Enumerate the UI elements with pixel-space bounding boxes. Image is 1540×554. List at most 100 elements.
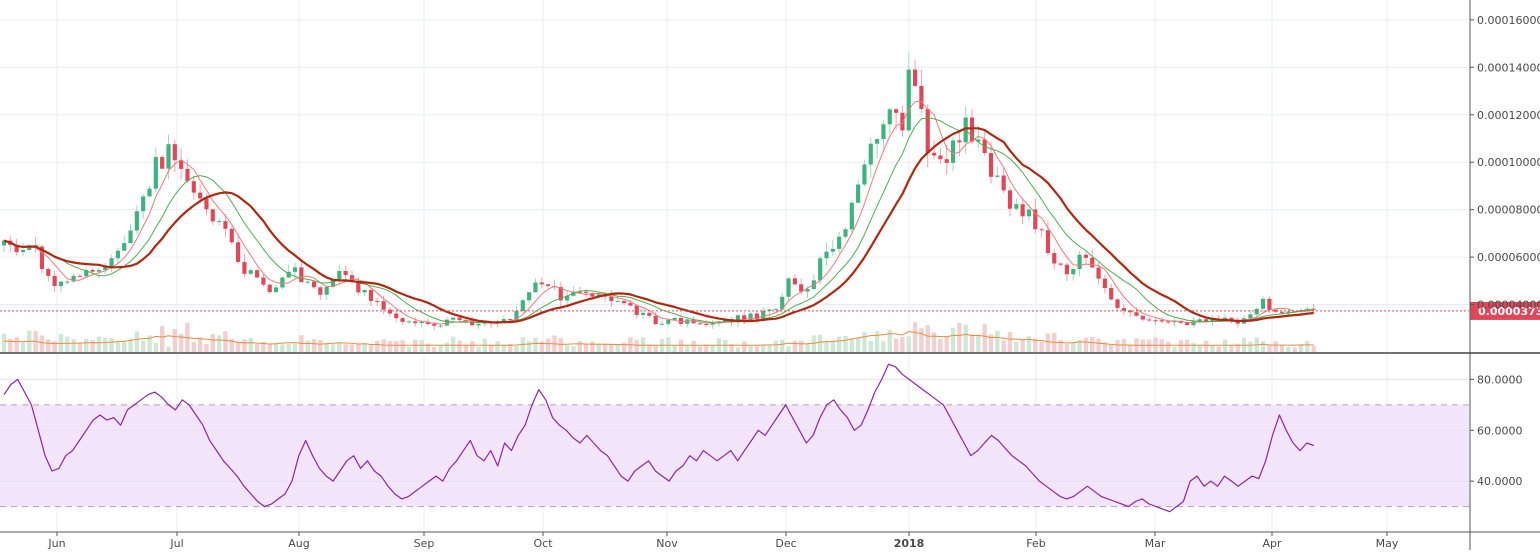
volume-bar	[273, 343, 279, 352]
candle-body	[1121, 308, 1126, 311]
rsi-line	[3, 363, 1314, 513]
candle-body	[115, 250, 120, 259]
candle-body	[546, 284, 551, 287]
volume-bar	[685, 345, 690, 352]
candle-body	[375, 301, 380, 303]
volume-bar	[1165, 341, 1171, 352]
volume-bar	[134, 331, 140, 352]
candle-body	[1083, 254, 1088, 258]
volume-bar	[413, 339, 418, 352]
volume-bar	[906, 336, 911, 352]
rsi-y-tick-label: 40.0000	[1477, 475, 1523, 488]
volume-bar	[305, 340, 310, 352]
volume-bar	[39, 335, 45, 352]
volume-bar	[14, 337, 19, 352]
candle-body	[1204, 319, 1209, 322]
volume-bar	[1090, 336, 1095, 352]
volume-bar	[1279, 344, 1285, 352]
candle-body	[1052, 253, 1057, 264]
volume-bar	[969, 335, 975, 352]
volume-bar	[1286, 346, 1291, 352]
volume-bar	[286, 344, 291, 352]
volume-bar	[817, 334, 823, 352]
volume-bar	[1210, 345, 1215, 352]
volume-bar	[235, 342, 241, 352]
candle-body	[400, 318, 405, 322]
volume-bar	[558, 338, 563, 352]
volume-bar	[976, 335, 981, 352]
volume-bar	[988, 334, 994, 352]
volume-bar	[533, 337, 538, 352]
candle-body	[172, 144, 177, 161]
candle-body	[640, 312, 646, 315]
volume-bar	[330, 344, 336, 352]
x-tick-label: Aug	[288, 537, 309, 550]
volume-bar	[197, 337, 203, 352]
candle-body	[653, 315, 658, 325]
volume-bar	[1102, 342, 1108, 352]
volume-bar	[596, 344, 601, 352]
volume-bar	[615, 344, 620, 352]
volume-bar	[1014, 341, 1019, 352]
ma-layer	[3, 101, 1314, 325]
volume-bar	[52, 340, 57, 352]
candle-body	[229, 228, 234, 243]
x-tick-label: Jun	[47, 537, 65, 550]
volume-bar	[912, 322, 918, 352]
candle-body	[242, 261, 247, 274]
volume-bar	[1140, 339, 1146, 352]
candle-body	[1140, 315, 1145, 320]
volume-bar	[1064, 343, 1070, 352]
volume-bar	[1311, 345, 1316, 352]
volume-bar	[666, 337, 671, 352]
volume-bar	[539, 341, 545, 352]
candle-body	[685, 319, 690, 324]
volume-bar	[1071, 341, 1076, 352]
volume-bar	[476, 346, 481, 352]
volume-bar	[20, 342, 26, 352]
price-y-tick-label: 0.00012000	[1477, 109, 1540, 122]
candle-body	[881, 124, 886, 140]
candle-body	[20, 250, 26, 253]
candle-body	[470, 321, 475, 326]
candle-body	[1109, 288, 1114, 300]
volume-bar	[1, 333, 7, 352]
volume-bar	[444, 342, 450, 352]
volume-bar	[153, 342, 159, 352]
volume-bar	[280, 344, 285, 352]
volume-bar	[463, 344, 469, 352]
x-tick-label: Apr	[1262, 537, 1282, 550]
candle-body	[508, 319, 513, 321]
volume-bar	[609, 343, 614, 352]
candle-body	[109, 258, 114, 268]
last-price-label: 0.00003731	[1478, 305, 1540, 318]
price-grid	[0, 0, 1469, 352]
rsi-layer	[3, 363, 1314, 513]
volume-bar	[723, 339, 728, 352]
candle-body	[1210, 318, 1215, 322]
volume-bar	[836, 336, 842, 352]
volume-bar	[159, 326, 165, 352]
volume-bar	[893, 338, 899, 352]
candle-body	[995, 175, 1000, 177]
candle-body	[330, 279, 336, 287]
volume-bar	[742, 341, 747, 352]
candle-body	[1128, 310, 1133, 313]
candle-body	[1020, 204, 1025, 217]
candle-body	[527, 292, 532, 301]
candle-body	[1102, 278, 1107, 289]
candle-body	[1115, 299, 1120, 309]
volume-average-line	[3, 330, 1314, 346]
volume-bar	[577, 341, 582, 352]
candle-body	[451, 317, 456, 320]
candle-body	[141, 196, 146, 212]
candle-body	[1014, 204, 1019, 209]
candle-body	[710, 322, 715, 325]
volume-bar	[103, 337, 108, 352]
candle-body	[1147, 319, 1152, 321]
volume-bar	[1083, 337, 1089, 352]
candle-body	[273, 287, 279, 293]
candle-body	[925, 108, 930, 153]
